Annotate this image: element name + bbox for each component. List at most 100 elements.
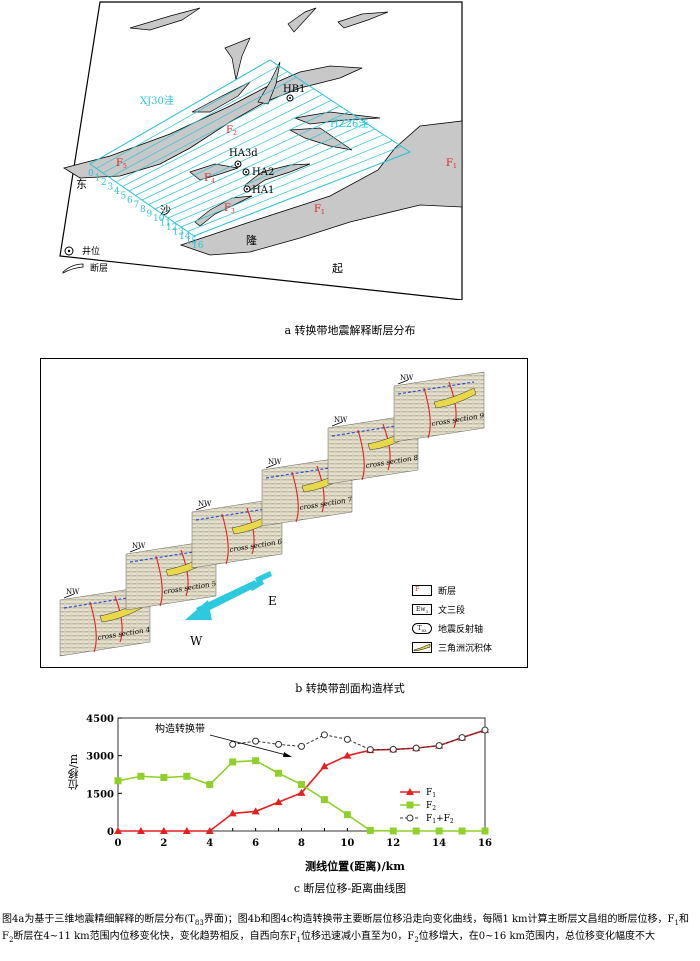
data-point <box>412 744 420 752</box>
legend-b-axis: T83 地震反射轴 <box>412 622 492 635</box>
legend-label: F1 <box>426 788 436 799</box>
fault-sliver-4 <box>288 127 353 151</box>
section-nw-label: NW <box>66 588 80 596</box>
data-point <box>159 827 168 834</box>
section-nw-label: NW <box>132 542 146 550</box>
section-nw-label: NW <box>334 416 348 424</box>
x-tick-label: 2 <box>160 838 167 849</box>
data-point <box>320 796 328 804</box>
data-point <box>182 827 191 834</box>
data-point <box>343 751 352 759</box>
legend-b: F 断层 Ew3 文三段 T83 地震反射轴 三角洲沉积体 <box>412 584 492 654</box>
line-number: 13 <box>173 228 185 238</box>
line-number: 2 <box>101 178 107 188</box>
fault-sliver-7 <box>224 37 251 81</box>
line-number: 11 <box>160 219 171 229</box>
data-point <box>343 811 351 819</box>
survey-line <box>154 117 358 210</box>
survey-area <box>89 59 412 237</box>
data-point <box>481 726 489 734</box>
line-number: 7 <box>134 201 140 211</box>
data-point <box>114 777 122 785</box>
x-tick-label: 8 <box>298 838 305 849</box>
line-number: 15 <box>186 237 198 247</box>
survey-line <box>148 111 349 205</box>
legend-a: 井位 断层 <box>62 244 108 274</box>
label-hb1: HB1 <box>283 84 305 95</box>
label-f4: F4 <box>204 173 215 185</box>
label-ha3d: HA3d <box>229 148 258 159</box>
delta-icon <box>412 642 432 653</box>
survey-line <box>122 88 314 187</box>
survey-line <box>115 82 306 183</box>
data-point <box>343 735 351 743</box>
label-f3: F3 <box>224 203 235 215</box>
annotation-arrow-head <box>283 752 292 757</box>
section-nw-label: NW <box>400 374 414 382</box>
fault-zone-f1 <box>179 120 463 256</box>
data-point <box>406 814 414 822</box>
arrow-e-label: E <box>268 594 277 608</box>
well-icon <box>64 246 74 255</box>
data-point <box>114 827 122 834</box>
data-point <box>412 827 420 835</box>
line-number: 12 <box>166 223 177 233</box>
y-tick-label: 0 <box>107 827 114 838</box>
y-tick-label: 4500 <box>86 714 114 725</box>
label-ha1: HA1 <box>252 185 274 196</box>
data-point <box>274 798 283 806</box>
y-axis-label: 位移/m <box>67 754 80 791</box>
fault-map: XJ30洼 HZ26洼 HB1 HA3d HA2 HA1 F1 F1 F2 F3… <box>59 1 463 300</box>
data-point <box>389 827 397 835</box>
x-tick-label: 6 <box>252 838 259 849</box>
x-tick-label: 14 <box>432 838 446 849</box>
fault-symbol: F <box>412 585 432 596</box>
label-long: 隆 <box>246 233 257 247</box>
chart-series <box>114 726 489 835</box>
data-point <box>320 762 329 770</box>
ew3-symbol: Ew3 <box>412 604 432 615</box>
chart-axes: 0 1500 3000 4500 0 2 4 6 8 10 12 14 16 <box>86 714 492 849</box>
x-tick-label: 12 <box>386 838 400 849</box>
fault-sliver-11 <box>337 11 389 29</box>
data-point <box>275 740 283 748</box>
legend-b-fault: F 断层 <box>412 584 492 597</box>
line-number: 0 <box>88 169 94 179</box>
data-point <box>320 731 328 739</box>
fault-sliver-8 <box>257 61 281 105</box>
arrow-w-label: W <box>190 634 203 648</box>
data-point <box>406 788 414 795</box>
data-point <box>435 742 443 750</box>
y-tick-label: 3000 <box>86 752 114 763</box>
data-point <box>298 781 305 789</box>
chart-legend: F1 F2 F1+F2 <box>400 788 454 825</box>
legend-label: F2 <box>426 801 436 812</box>
section-frame <box>40 358 528 668</box>
data-point <box>366 746 374 754</box>
survey-line <box>128 94 323 192</box>
line-number: 14 <box>179 232 191 242</box>
line-number: 5 <box>121 192 127 202</box>
line-number: 9 <box>147 210 153 220</box>
well-hb1 <box>286 94 294 102</box>
data-point <box>366 826 374 834</box>
data-point <box>205 827 214 834</box>
line-number: 6 <box>127 196 133 206</box>
fault-sliver-6 <box>191 81 251 113</box>
data-point <box>137 772 145 780</box>
line-number: 1 <box>95 174 101 184</box>
legend-fault: 断层 <box>62 261 108 274</box>
line-number: 16 <box>192 241 204 251</box>
data-point <box>183 772 191 780</box>
line-number: 10 <box>153 214 165 224</box>
section-nw-label: NW <box>268 458 282 466</box>
section-nw-label: NW <box>198 500 212 508</box>
data-point <box>481 827 489 835</box>
data-point <box>136 827 145 834</box>
fault-sliver-2 <box>194 195 253 227</box>
line-number: 8 <box>140 205 146 215</box>
data-point <box>206 781 214 789</box>
